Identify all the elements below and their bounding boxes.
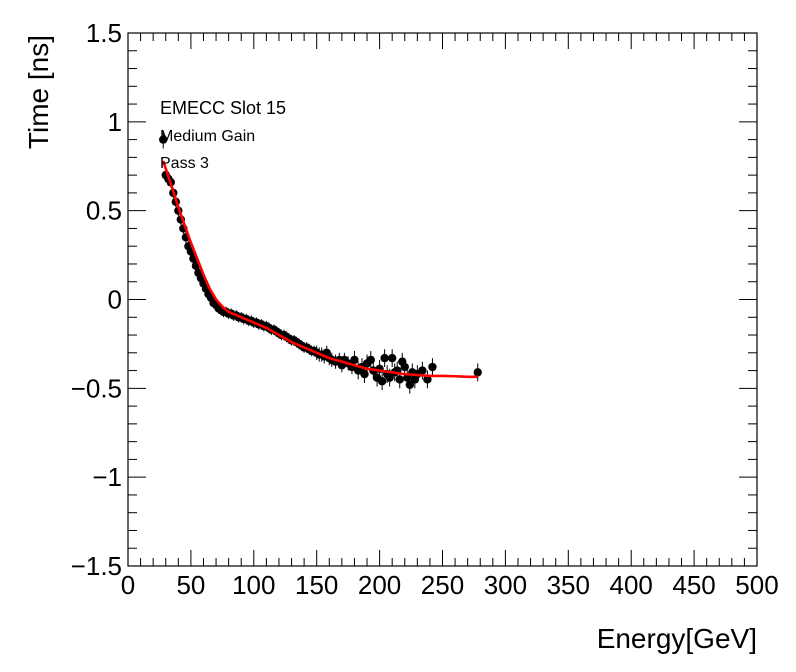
x-tick-label: 500: [735, 570, 778, 600]
y-tick-label: 0: [108, 285, 122, 315]
plot-frame: [127, 32, 758, 567]
point-marker: [387, 353, 397, 363]
x-tick-label: 450: [672, 570, 715, 600]
x-tick-label: 400: [610, 570, 653, 600]
fit-curve-group: [161, 160, 478, 379]
y-axis-title: Time [ns]: [23, 35, 54, 149]
y-tick-label: −1: [92, 462, 122, 492]
x-tick-label: 200: [358, 570, 401, 600]
frame-group: [127, 32, 758, 567]
annotation-gain: Medium Gain: [160, 128, 255, 145]
point-marker: [380, 353, 389, 363]
x-tick-label: 0: [121, 570, 135, 600]
point-marker: [377, 377, 387, 386]
annotation-pass: Pass 3: [160, 155, 209, 172]
y-tick-label: 1: [108, 107, 122, 137]
point-marker: [418, 366, 427, 375]
data-point: [428, 358, 437, 376]
point-marker: [428, 362, 437, 372]
data-point: [423, 370, 432, 389]
data-point: [405, 375, 414, 394]
point-marker: [405, 380, 414, 389]
data-point: [380, 349, 389, 368]
data-point: [387, 349, 397, 368]
annotation-title: EMECC Slot 15: [160, 98, 286, 118]
data-point: [159, 130, 168, 149]
x-axis-title: Energy[GeV]: [597, 623, 757, 654]
point-marker: [473, 368, 482, 377]
x-tick-label: 50: [176, 570, 205, 600]
point-marker: [395, 375, 404, 384]
data-point: [377, 372, 387, 391]
point-marker: [159, 135, 168, 144]
y-tick-label: 0.5: [86, 196, 122, 226]
data-point: [473, 363, 482, 382]
point-marker: [350, 355, 359, 365]
x-tick-label: 150: [295, 570, 338, 600]
y-tick-label: 1.5: [86, 18, 122, 48]
x-tick-label: 350: [547, 570, 590, 600]
y-tick-label: −1.5: [71, 551, 122, 581]
x-tick-label: 300: [484, 570, 527, 600]
labels: Energy[GeV] Time [ns] EMECC Slot 15 Medi…: [23, 35, 757, 654]
x-tick-label: 100: [232, 570, 275, 600]
fit-curve: [161, 160, 478, 379]
point-marker: [385, 373, 394, 382]
point-marker: [423, 375, 432, 384]
x-tick-label: 250: [421, 570, 464, 600]
y-tick-label: −0.5: [71, 373, 122, 403]
axes: 0 50 100 150 200 250 300 350 400 450 500 −1.5 −1 −0.5…: [71, 18, 779, 600]
